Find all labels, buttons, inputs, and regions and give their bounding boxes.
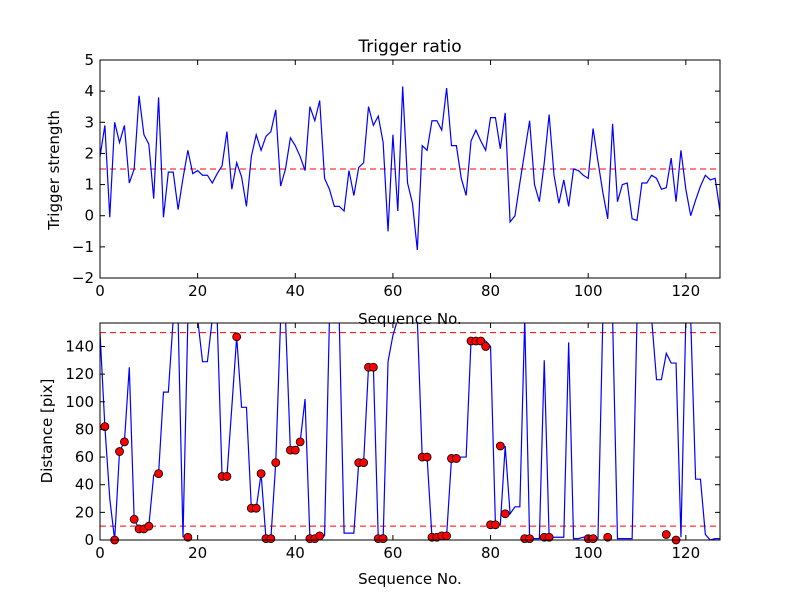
bottom-marker-point [491,520,500,530]
top-y-tick-label: 4 [84,82,94,100]
bottom-series-group [100,323,720,540]
top-y-tick-label: 5 [84,51,94,69]
bottom-marker-point [603,532,613,542]
bottom-marker-point [368,362,378,372]
top-series-group [100,86,720,251]
top-x-tick-label: 80 [481,282,500,300]
top-panel: Trigger ratio 0 20 40 60 80 100 120−2−1012345 … [45,37,721,328]
bottom-marker-point [315,531,325,541]
top-plot-area: 0 20 40 60 80 100 120 −2 −1 0 1 2 3 4 5 [72,51,721,300]
bottom-x-tick-label: 0 [95,544,105,562]
bottom-marker-point [183,532,193,542]
top-y-tick-label: −2 [72,269,94,287]
bottom-axes-frame [99,322,721,541]
top-x-tick-label: 100 [574,282,603,300]
bottom-x-axis-label: Sequence No. [358,570,462,588]
bottom-x-tick-label: 80 [481,544,500,562]
top-x-axis-label: Sequence No. [358,310,462,328]
bottom-marker-point [451,454,461,463]
bottom-marker-point [120,437,129,447]
top-axes-frame [99,59,721,279]
top-y-tick-label: 1 [84,176,94,194]
bottom-marker-point [422,452,432,462]
bottom-marker-point [290,445,300,455]
bottom-x-tick-label: 40 [286,544,305,562]
bottom-x-tick-label: 60 [383,544,402,562]
bottom-marker-point [378,534,388,544]
bottom-marker-point [251,503,261,513]
bottom-y-tick-label: 140 [65,337,94,355]
bottom-marker-point [232,332,242,342]
top-x-tick-label: 120 [672,282,701,300]
bottom-marker-point [500,509,510,519]
top-y-tick-label: 0 [84,207,94,225]
top-x-tick-label: 60 [383,282,402,300]
bottom-y-tick-label: 80 [75,420,94,438]
bottom-marker-point [115,447,124,456]
bottom-marker-point [295,437,305,447]
top-chart-title: Trigger ratio [357,37,461,57]
bottom-marker-point [661,530,671,539]
bottom-marker-point [481,342,491,351]
bottom-y-tick-label: 40 [75,476,94,494]
bottom-marker-point [476,336,486,346]
bottom-y-tick-label: 120 [65,365,94,383]
bottom-y-tick-label: 60 [75,448,94,466]
top-y-tick-label: 3 [84,113,94,131]
top-series-line [100,86,720,251]
bottom-marker-point [359,458,369,467]
bottom-y-tick-label: 20 [75,503,94,521]
bottom-plot-area: 0 20 40 60 80 100 120 0 20 40 60 80 100 120 140 [65,322,721,562]
bottom-marker-point [266,534,276,544]
top-y-tick-label: −1 [72,238,94,256]
bottom-marker-point [144,521,154,531]
bottom-marker-point [154,469,163,479]
bottom-marker-point [588,534,598,544]
bottom-marker-point [525,534,535,544]
top-x-tick-label: 20 [188,282,207,300]
top-y-axis-label: Trigger strength [45,110,63,231]
bottom-y-tick-label: 0 [84,531,94,549]
bottom-marker-point [271,458,281,467]
bottom-marker-point [256,469,266,479]
bottom-y-axis-label: Distance [pix] [38,379,56,484]
bottom-marker-point [495,441,505,451]
bottom-marker-point [222,472,232,481]
bottom-y-tick-label: 100 [65,393,94,411]
top-y-tick-label: 2 [84,144,94,162]
bottom-series-line [100,323,720,540]
bottom-x-tick-label: 20 [188,544,207,562]
top-x-tick-label: 0 [95,282,105,300]
bottom-panel: 0 20 40 60 80 100 120 0 20 40 60 80 100 120 140 Sequen… [38,322,721,588]
bottom-x-tick-label: 120 [672,544,701,562]
bottom-marker-point [100,422,110,432]
bottom-marker-point [129,514,139,524]
bottom-x-tick-label: 100 [574,544,603,562]
bottom-marker-point [442,531,452,541]
top-x-tick-label: 40 [286,282,305,300]
bottom-marker-point [544,532,554,542]
